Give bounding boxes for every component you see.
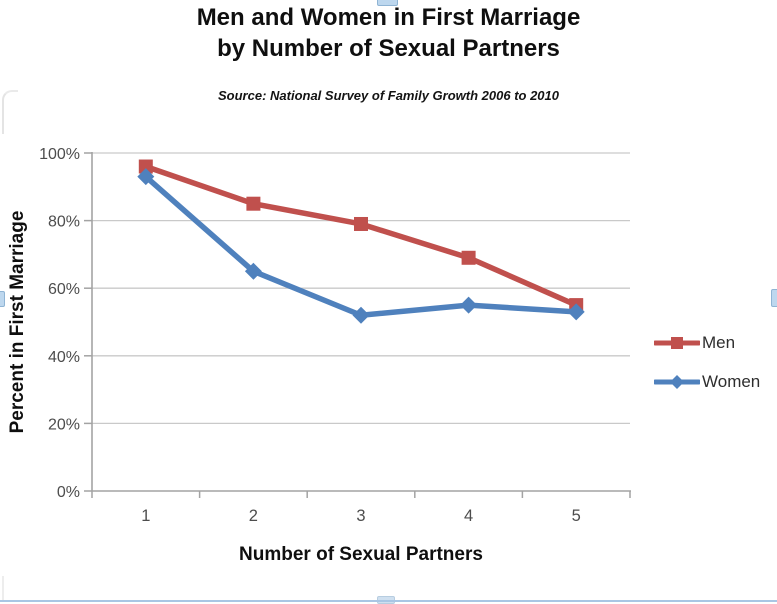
y-tick-label: 20% — [48, 416, 80, 433]
y-tick-label: 60% — [48, 281, 80, 298]
legend-label-women: Women — [702, 372, 761, 391]
x-axis-title: Number of Sexual Partners — [239, 544, 483, 565]
placeholder-corner-fragment — [2, 90, 18, 134]
x-tick-label: 3 — [356, 507, 365, 525]
men-legend-marker — [671, 337, 683, 349]
chart-title-line1: Men and Women in First Marriage — [196, 4, 581, 31]
y-tick-label: 40% — [48, 349, 80, 366]
women-series-line — [143, 173, 579, 318]
selection-bottom-edge — [0, 600, 777, 602]
women-data-point — [137, 168, 155, 186]
women-legend-swatch — [654, 375, 700, 389]
men-data-point — [461, 250, 476, 265]
selection-handle-right[interactable] — [771, 289, 777, 307]
men-data-point — [138, 159, 153, 174]
x-tick-label: 1 — [141, 507, 150, 525]
legend-label-men: Men — [702, 333, 736, 352]
selection-handle-left[interactable] — [0, 291, 5, 307]
women-data-point — [460, 296, 478, 314]
men-data-point — [354, 216, 368, 231]
women-legend-marker — [670, 375, 684, 389]
x-tick-label: 5 — [572, 507, 581, 525]
placeholder-border-fragment — [2, 576, 4, 602]
y-tick-label: 80% — [48, 214, 80, 231]
chart-subtitle: Source: National Survey of Family Growth… — [218, 88, 559, 103]
legend: Men Women — [654, 333, 760, 411]
women-data-point — [567, 303, 585, 321]
legend-item-men: Men — [654, 333, 760, 353]
women-data-point — [352, 306, 370, 324]
chart-title: Men and Women in First Marriage by Numbe… — [0, 2, 777, 64]
legend-item-women: Women — [654, 372, 760, 392]
x-tick-label: 2 — [249, 507, 258, 525]
women-data-point — [244, 262, 262, 280]
y-tick-label: 0% — [57, 484, 80, 501]
x-tick-label: 4 — [464, 507, 473, 525]
men-legend-swatch — [654, 337, 700, 349]
selection-handle-top[interactable] — [377, 0, 398, 6]
chart-title-line2: by Number of Sexual Partners — [217, 35, 560, 62]
y-tick-label: 100% — [39, 146, 80, 163]
men-data-point — [246, 196, 261, 211]
